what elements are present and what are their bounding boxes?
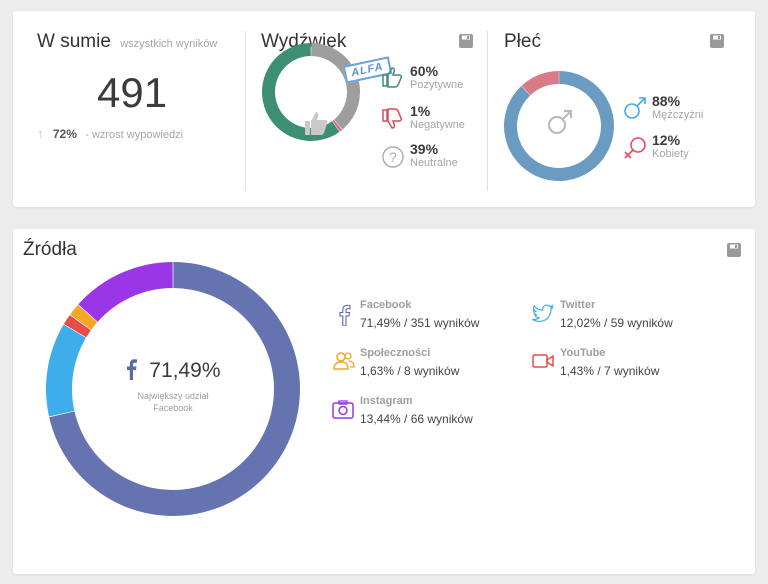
source-youtube: YouTube 1,43% / 7 wyników [560, 346, 659, 379]
facebook-icon [125, 358, 138, 386]
slice-youtube [63, 315, 91, 338]
sentiment-negative: 1% Negatywne [410, 104, 465, 132]
sources-center-value-row: 71,49% [102, 358, 244, 386]
instagram-icon [332, 400, 354, 425]
slice-twitter [46, 324, 86, 417]
source-facebook-name: Facebook [360, 299, 412, 311]
arrow-up-icon: ↑ [37, 126, 44, 141]
source-community-meta: 1,63% / 8 wyników [360, 364, 460, 378]
growth-percent: 72% [52, 127, 77, 141]
sources-donut-chart [46, 262, 301, 516]
save-icon[interactable] [459, 34, 473, 48]
gender-female: 12% Kobiety [652, 133, 689, 161]
sentiment-neutral-label: Neutralne [410, 157, 458, 169]
gender-title: Płeć [504, 31, 541, 52]
sentiment-negative-value: 1% [410, 103, 431, 119]
summary-subtitle: wszystkich wyników [120, 38, 218, 50]
source-twitter-name: Twitter [560, 299, 596, 311]
gender-female-label: Kobiety [652, 148, 689, 160]
source-facebook-meta: 71,49% / 351 wyników [360, 316, 480, 330]
sources-center-label: 71,49% Największy udział Facebook [102, 358, 244, 414]
thumb-up-icon [301, 108, 331, 143]
sources-title: Źródła [23, 239, 77, 260]
source-twitter-meta: 12,02% / 59 wyników [560, 316, 673, 330]
source-instagram-meta: 13,44% / 66 wyników [360, 412, 473, 426]
summary-card: W sumie wszystkich wyników 491 ↑ 72% - w… [13, 11, 755, 207]
sentiment-positive-value: 60% [410, 63, 439, 79]
sentiment-positive-label: Pozytywne [410, 79, 464, 91]
sentiment-neutral: 39% Neutralne [410, 142, 458, 170]
divider [487, 31, 488, 191]
slice-female [521, 71, 559, 96]
summary-title: W sumie wszystkich wyników [37, 31, 217, 53]
male-icon [622, 95, 648, 126]
source-instagram: Instagram 13,44% / 66 wyników [360, 394, 473, 427]
twitter-icon [530, 304, 554, 329]
sentiment-negative-label: Negatywne [410, 119, 466, 131]
thumb-up-icon [381, 65, 405, 94]
gender-male-value: 88% [652, 93, 681, 109]
source-twitter: Twitter 12,02% / 59 wyników [560, 298, 673, 331]
facebook-icon [337, 304, 351, 331]
sentiment-neutral-value: 39% [410, 141, 439, 157]
divider [245, 31, 246, 191]
source-youtube-meta: 1,43% / 7 wyników [560, 364, 660, 378]
question-icon: ? [381, 145, 405, 174]
slice-positive [262, 43, 340, 141]
source-community-name: Społeczności [360, 347, 431, 359]
source-youtube-name: YouTube [560, 347, 606, 359]
gender-male: 88% Mężczyźni [652, 94, 703, 122]
source-community: Społeczności 1,63% / 8 wyników [360, 346, 459, 379]
growth-description: - wzrost wypowiedzi [85, 129, 184, 141]
svg-text:?: ? [389, 149, 397, 165]
save-icon[interactable] [710, 34, 724, 48]
source-facebook: Facebook 71,49% / 351 wyników [360, 298, 479, 331]
gender-donut-chart [504, 71, 614, 181]
thumb-down-icon [381, 107, 405, 136]
female-icon [622, 135, 648, 166]
slice-społeczności [70, 304, 98, 330]
total-count: 491 [97, 69, 168, 116]
community-icon [333, 350, 355, 377]
source-instagram-name: Instagram [360, 395, 413, 407]
slice-negative [332, 119, 343, 132]
save-icon[interactable] [727, 243, 741, 257]
male-icon [545, 107, 575, 142]
youtube-icon [532, 352, 554, 375]
sources-center-value: 71,49% [149, 359, 221, 382]
sources-center-caption-2: Facebook [153, 403, 193, 413]
growth-row: ↑ 72% - wzrost wypowiedzi [37, 126, 183, 141]
sentiment-positive: 60% Pozytywne [410, 64, 463, 92]
slice-instagram [78, 262, 173, 322]
gender-male-label: Mężczyźni [652, 109, 704, 121]
summary-title-text: W sumie [37, 31, 111, 52]
gender-female-value: 12% [652, 132, 681, 148]
sources-center-caption-1: Największy udział [137, 391, 209, 401]
